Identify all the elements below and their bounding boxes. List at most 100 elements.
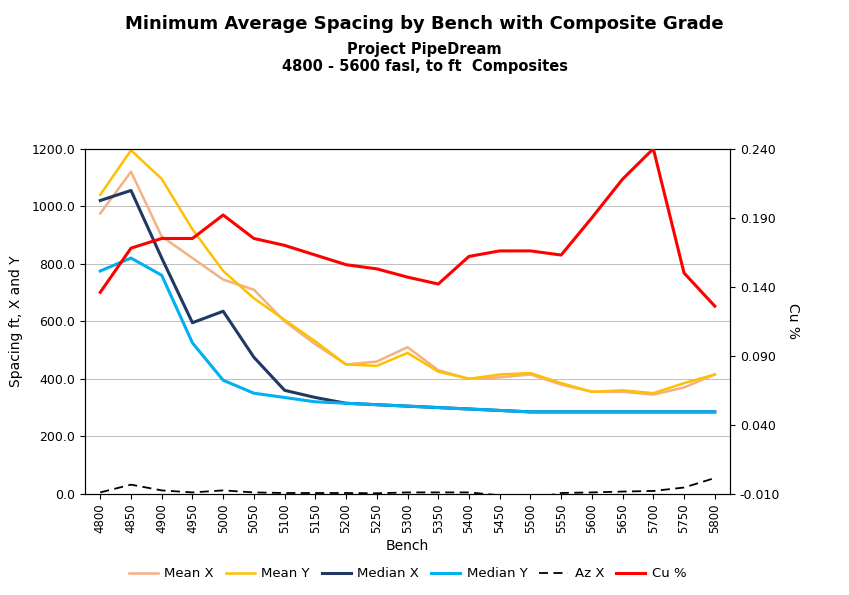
Mean X	[310, 341, 320, 348]
Cu %	[464, 253, 474, 260]
Mean Y	[495, 371, 505, 378]
Cu %	[249, 235, 259, 242]
Mean Y	[249, 295, 259, 302]
Az X	[156, 487, 166, 494]
Median Y	[464, 405, 474, 412]
Mean Y	[556, 380, 566, 387]
Mean Y	[95, 191, 105, 198]
Text: Project PipeDream: Project PipeDream	[347, 42, 502, 57]
Median Y	[679, 408, 689, 415]
Median X	[526, 408, 536, 415]
Legend: Mean X, Mean Y, Median X, Median Y, Az X, Cu %: Mean X, Mean Y, Median X, Median Y, Az X…	[123, 562, 692, 585]
Az X	[617, 488, 627, 495]
Az X	[556, 490, 566, 497]
Median Y	[126, 255, 136, 262]
Cu %	[95, 289, 105, 296]
Az X	[464, 489, 474, 496]
Cu %	[156, 235, 166, 242]
Az X	[433, 489, 443, 496]
Cu %	[526, 248, 536, 255]
Mean X	[587, 388, 597, 395]
Median Y	[95, 267, 105, 274]
Median Y	[495, 407, 505, 414]
Median X	[188, 319, 198, 326]
Az X	[587, 489, 597, 496]
Y-axis label: Spacing ft, X and Y: Spacing ft, X and Y	[9, 255, 23, 387]
Az X	[402, 489, 413, 496]
Median X	[556, 408, 566, 415]
Median Y	[526, 408, 536, 415]
Mean Y	[156, 176, 166, 183]
Mean Y	[710, 371, 720, 378]
Median X	[279, 387, 290, 394]
Mean X	[679, 384, 689, 391]
Median X	[433, 404, 443, 411]
Line: Cu %: Cu %	[100, 149, 715, 306]
Median X	[402, 403, 413, 410]
Median X	[617, 408, 627, 415]
Line: Mean X: Mean X	[100, 172, 715, 394]
Mean X	[188, 255, 198, 262]
Median X	[649, 408, 659, 415]
Mean X	[402, 343, 413, 350]
Mean Y	[126, 146, 136, 154]
Mean Y	[587, 388, 597, 395]
Median Y	[279, 394, 290, 401]
Median Y	[218, 377, 228, 384]
Median Y	[402, 403, 413, 410]
Az X	[649, 487, 659, 494]
Cu %	[188, 235, 198, 242]
Line: Median X: Median X	[100, 190, 715, 412]
Median X	[126, 187, 136, 194]
Mean X	[464, 375, 474, 383]
Az X	[126, 481, 136, 488]
Mean X	[218, 276, 228, 283]
Cu %	[126, 245, 136, 252]
Cu %	[279, 242, 290, 249]
Mean Y	[341, 361, 351, 368]
Median Y	[710, 408, 720, 415]
Text: Minimum Average Spacing by Bench with Composite Grade: Minimum Average Spacing by Bench with Co…	[125, 15, 724, 33]
Cu %	[649, 145, 659, 152]
Cu %	[617, 176, 627, 183]
Mean X	[372, 358, 382, 365]
Az X	[218, 487, 228, 494]
Cu %	[495, 248, 505, 255]
Az X	[495, 491, 505, 499]
Mean Y	[372, 362, 382, 369]
Mean X	[156, 233, 166, 240]
Az X	[526, 496, 536, 503]
Cu %	[341, 261, 351, 268]
Line: Median Y: Median Y	[100, 258, 715, 412]
Az X	[279, 490, 290, 497]
Median X	[95, 197, 105, 204]
Az X	[310, 490, 320, 497]
Median X	[372, 401, 382, 408]
Median X	[679, 408, 689, 415]
Mean X	[279, 318, 290, 325]
Median Y	[156, 272, 166, 279]
X-axis label: Bench: Bench	[386, 539, 429, 553]
Median Y	[188, 339, 198, 346]
Az X	[95, 489, 105, 496]
Median Y	[649, 408, 659, 415]
Cu %	[587, 214, 597, 221]
Mean X	[341, 361, 351, 368]
Mean X	[249, 286, 259, 293]
Cu %	[372, 265, 382, 273]
Mean Y	[617, 387, 627, 394]
Az X	[710, 474, 720, 481]
Mean Y	[188, 226, 198, 233]
Az X	[679, 484, 689, 491]
Median Y	[249, 390, 259, 397]
Mean Y	[279, 317, 290, 324]
Cu %	[710, 302, 720, 309]
Median Y	[341, 400, 351, 407]
Median X	[218, 308, 228, 315]
Text: 4800 - 5600 fasl, to ft  Composites: 4800 - 5600 fasl, to ft Composites	[282, 60, 567, 74]
Az X	[372, 490, 382, 497]
Cu %	[556, 252, 566, 259]
Median Y	[617, 408, 627, 415]
Median X	[495, 407, 505, 414]
Median Y	[433, 404, 443, 411]
